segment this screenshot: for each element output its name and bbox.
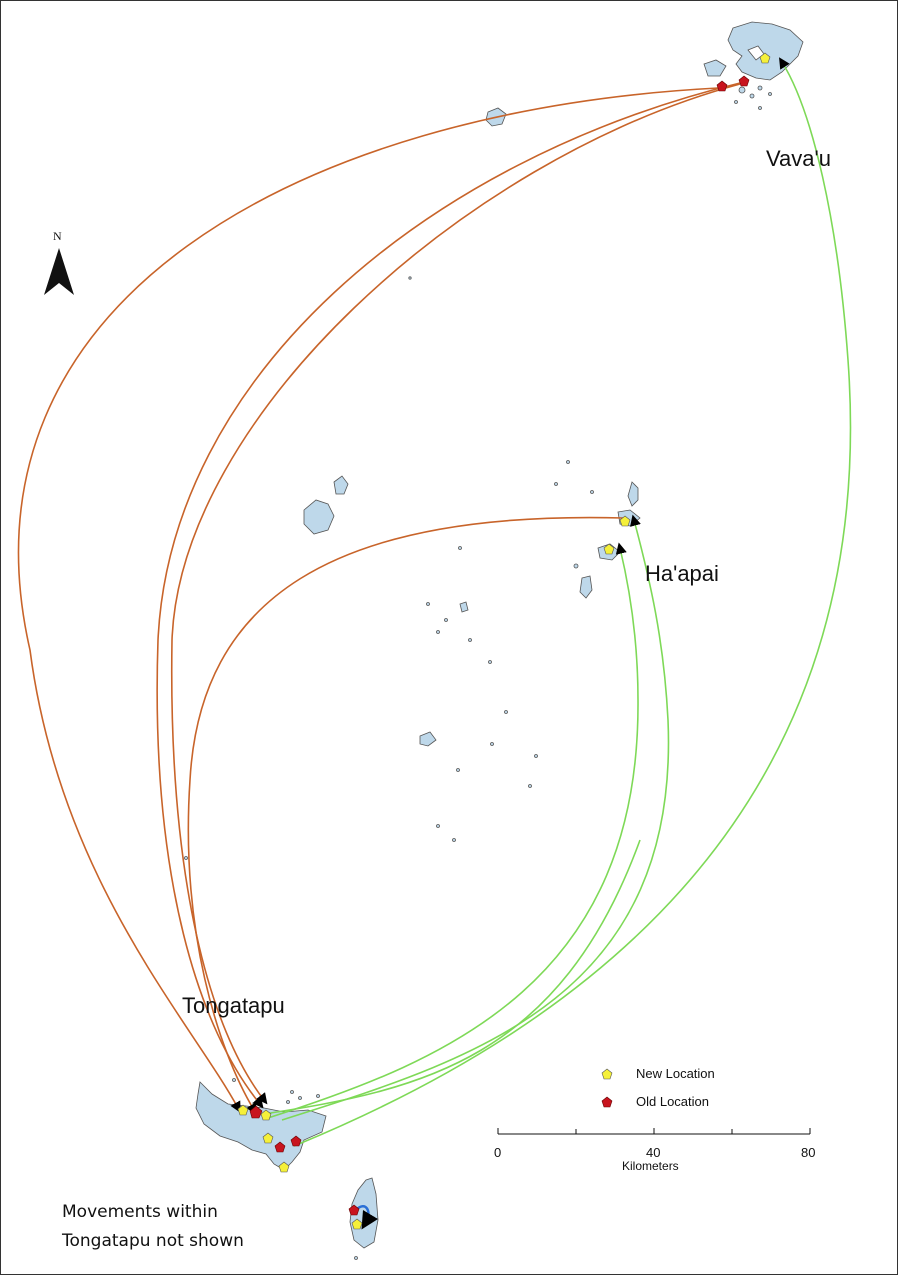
scale-bar: [497, 1128, 811, 1135]
north-arrow-icon: [44, 248, 74, 295]
place-label-vavau: Vava'u: [766, 146, 831, 171]
legend-new-label: New Location: [636, 1066, 715, 1081]
scale-tick-40: 40: [646, 1145, 661, 1160]
legend-old-icon: [601, 1096, 613, 1108]
vavau-islands: [485, 21, 804, 127]
new-location-markers: [237, 52, 771, 1230]
place-label-tongatapu: Tongatapu: [182, 993, 285, 1018]
note-line-2: Tongatapu not shown: [62, 1231, 244, 1251]
place-label-haapai: Ha'apai: [645, 561, 719, 586]
old-location-markers: [249, 75, 750, 1216]
legend-new-icon: [601, 1068, 613, 1080]
north-label: N: [53, 229, 62, 243]
scale-tick-0: 0: [494, 1145, 502, 1160]
scale-unit: Kilometers: [622, 1159, 679, 1173]
haapai-islands: [303, 276, 641, 842]
return-tracks: [263, 57, 852, 1147]
legend-old-label: Old Location: [636, 1094, 709, 1109]
note-line-1: Movements within: [62, 1202, 218, 1222]
outbound-tracks: [17, 81, 745, 1115]
scale-tick-80: 80: [801, 1145, 816, 1160]
